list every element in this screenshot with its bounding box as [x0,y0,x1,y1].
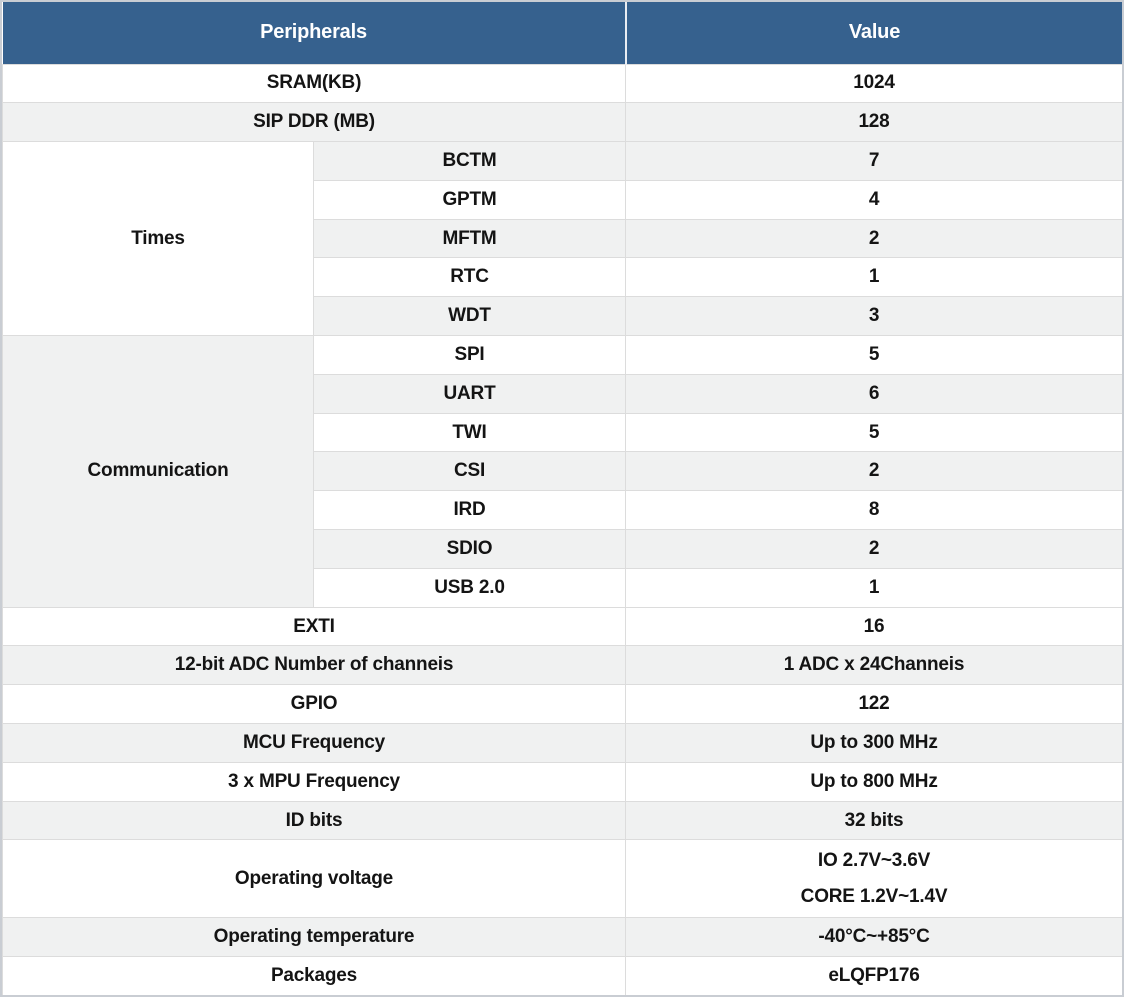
row-label: EXTI [2,606,626,647]
table-row-gptm: GPTM 4 [3,179,1122,220]
row-label: CSI [313,451,626,492]
row-label: 12-bit ADC Number of channeis [2,645,626,686]
row-value: 3 [625,296,1122,337]
row-label: MCU Frequency [2,723,626,763]
row-value: Up to 800 MHz [625,761,1122,802]
table-row-sip-ddr: SIP DDR (MB) 128 [2,102,1122,143]
row-label: SDIO [313,529,626,569]
table-row-operating-voltage: Operating voltage IO 2.7V~3.6V CORE 1.2V… [2,839,1122,919]
table-row-mcu-frequency: MCU Frequency Up to 300 MHz [2,723,1122,763]
row-label: WDT [313,296,626,337]
row-value: Up to 300 MHz [625,723,1122,763]
row-value: eLQFP176 [625,955,1122,995]
row-value: 16 [625,606,1122,647]
row-value: 6 [625,373,1122,414]
row-value: 1024 [625,63,1122,104]
row-value: 1 [625,567,1122,608]
row-label: TWI [313,412,626,453]
row-value: 128 [625,102,1122,143]
row-value: 2 [625,451,1122,492]
row-value: 4 [625,179,1122,220]
table-header-row: Peripherals Value [2,2,1122,64]
table-row-operating-temperature: Operating temperature -40°C~+85°C [2,917,1122,957]
row-label: Operating voltage [2,839,626,919]
row-label: GPTM [313,179,626,220]
voltage-line-io: IO 2.7V~3.6V [817,849,931,871]
table-row-id-bits: ID bits 32 bits [2,800,1122,841]
table-row-sram: SRAM(KB) 1024 [2,63,1122,104]
table-row-exti: EXTI 16 [2,606,1122,647]
table-row-rtc: RTC 1 [3,257,1122,298]
row-label: GPIO [2,684,626,725]
row-value: 8 [625,490,1122,531]
row-label: SPI [313,335,626,375]
table-row-ird: IRD 8 [3,490,1122,531]
column-header-peripherals: Peripherals [2,2,626,64]
row-label: SRAM(KB) [2,63,626,104]
row-label: SIP DDR (MB) [2,102,626,143]
group-cell-communication: Communication [2,335,314,608]
table-row-gpio: GPIO 122 [2,684,1122,725]
table-row-sdio: SDIO 2 [3,529,1122,569]
row-label: ID bits [2,800,626,841]
row-label: IRD [313,490,626,531]
table-row-mpu-frequency: 3 x MPU Frequency Up to 800 MHz [2,761,1122,802]
row-label: RTC [313,257,626,298]
row-value: -40°C~+85°C [625,917,1122,957]
row-value: 32 bits [625,800,1122,841]
table-row-bctm: Times BCTM 7 [2,141,1122,337]
row-label: Packages [2,955,626,995]
table-row-uart: UART 6 [3,373,1122,414]
row-label: USB 2.0 [313,567,626,608]
row-value: 2 [625,218,1122,259]
group-cell-times: Times [2,141,314,337]
table-row-mftm: MFTM 2 [3,218,1122,259]
row-value: 122 [625,684,1122,725]
table-row-spi: Communication SPI 5 [2,335,1122,608]
row-value: 5 [625,335,1122,375]
voltage-line-core: CORE 1.2V~1.4V [800,885,948,907]
table-row-usb: USB 2.0 1 [3,567,1122,608]
table-row-csi: CSI 2 [3,451,1122,492]
row-value: IO 2.7V~3.6V CORE 1.2V~1.4V [625,839,1122,919]
table-row-wdt: WDT 3 [3,296,1122,337]
table-row-packages: Packages eLQFP176 [2,955,1122,995]
row-label: BCTM [313,141,626,181]
table-row-twi: TWI 5 [3,412,1122,453]
row-value: 1 ADC x 24Channeis [625,645,1122,686]
row-label: Operating temperature [2,917,626,957]
column-header-value: Value [624,2,1122,64]
row-value: 2 [625,529,1122,569]
row-label: 3 x MPU Frequency [2,761,626,802]
row-value: 5 [625,412,1122,453]
row-value: 1 [625,257,1122,298]
row-value: 7 [625,141,1122,181]
table-row-adc-channels: 12-bit ADC Number of channeis 1 ADC x 24… [2,645,1122,686]
row-label: MFTM [313,218,626,259]
row-label: UART [313,373,626,414]
